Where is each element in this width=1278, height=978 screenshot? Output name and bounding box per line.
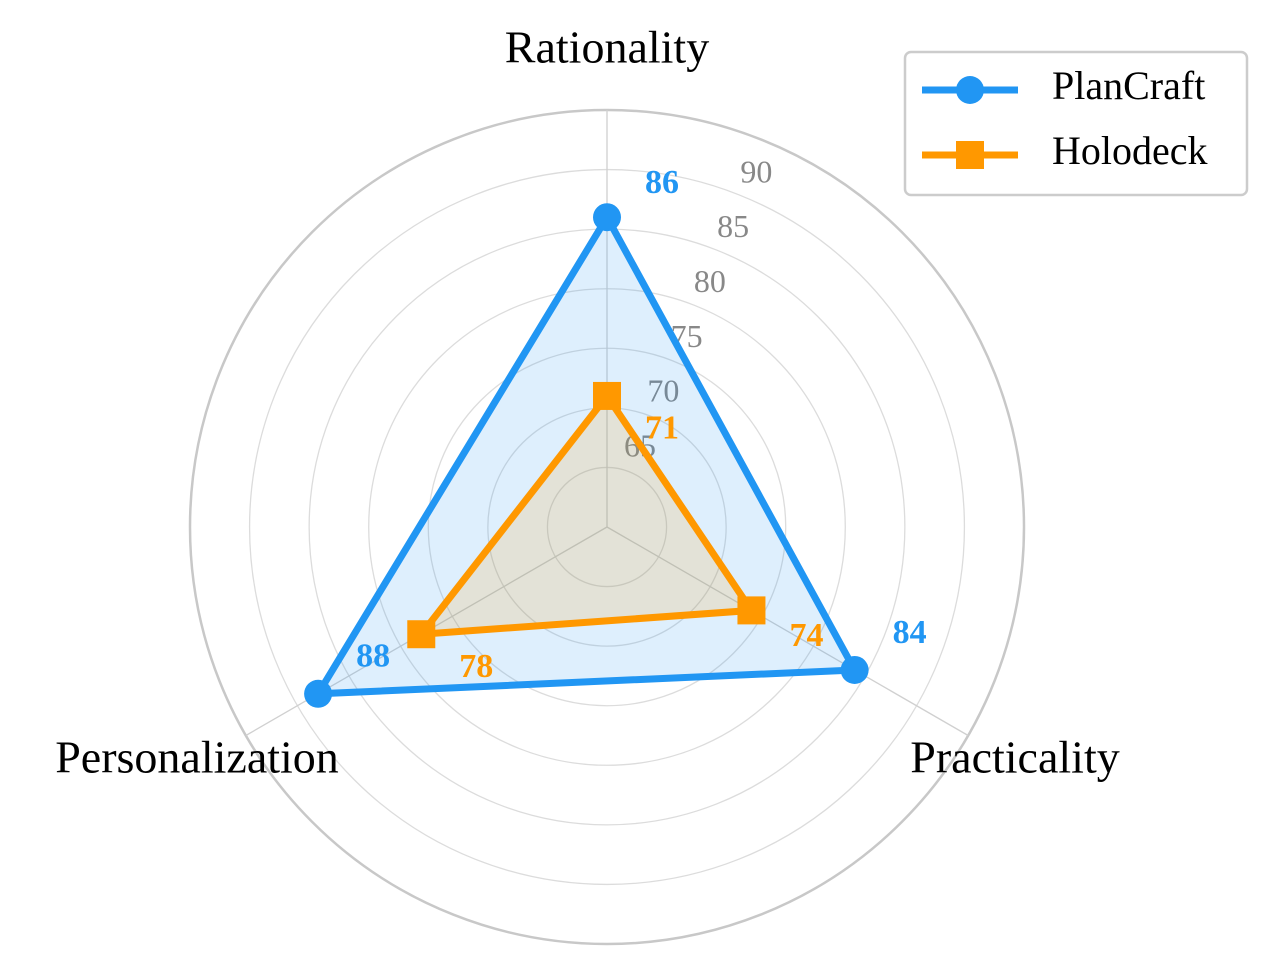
r-tick-label: 85	[717, 208, 749, 244]
marker	[593, 203, 621, 232]
data-label: 86	[645, 164, 679, 201]
series-line	[311, 210, 861, 698]
axis-label: Personalization	[55, 732, 339, 783]
data-label: 71	[645, 410, 679, 447]
series-area	[318, 217, 855, 694]
r-tick-label: 90	[740, 153, 772, 189]
r-tick-label: 80	[694, 263, 726, 299]
marker	[407, 620, 436, 649]
legend: PlanCraft Holodeck	[903, 50, 1249, 197]
axis-label: Practicality	[910, 732, 1119, 783]
marker	[840, 655, 869, 684]
axis-label: Rationality	[505, 22, 709, 73]
legend-marker	[956, 141, 984, 169]
data-label: 78	[459, 648, 493, 685]
data-label: 88	[356, 638, 390, 675]
series-line	[413, 389, 758, 639]
legend-label: Holodeck	[1052, 128, 1208, 173]
data-label: 84	[893, 614, 927, 651]
legend-label: PlanCraft	[1052, 63, 1205, 108]
series-area	[421, 395, 752, 635]
marker	[593, 381, 621, 410]
spoke	[606, 526, 969, 737]
marker	[737, 596, 766, 625]
r-tick-label: 70	[647, 373, 679, 409]
data-label: 74	[789, 617, 823, 654]
legend-marker	[956, 76, 984, 104]
marker	[304, 679, 333, 708]
